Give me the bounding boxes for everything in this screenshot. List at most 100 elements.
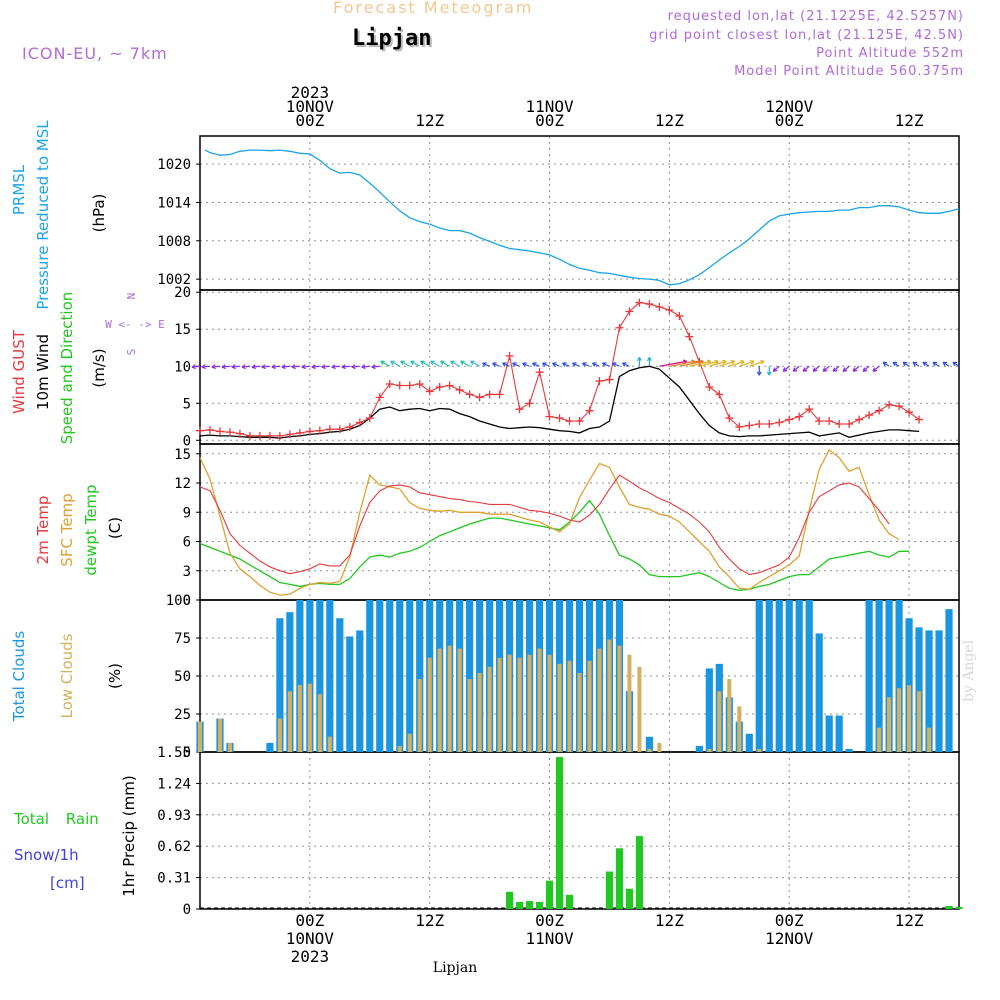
wind-gust-marker xyxy=(205,425,214,434)
rain-bar xyxy=(565,894,574,909)
sfc-temp-label: SFC Temp xyxy=(58,493,76,566)
wind-arrow-head xyxy=(756,371,762,376)
wind-arrow-head xyxy=(902,361,908,367)
y-tick-label: 0 xyxy=(183,593,191,609)
time-label-bottom: 00Z xyxy=(535,911,564,930)
total-cloud-bar xyxy=(945,609,953,752)
wind-arrow-head xyxy=(760,359,765,365)
y-tick-label: 1.55 xyxy=(157,745,191,761)
wind-arrow-head xyxy=(341,364,346,370)
wind-direction-arrow xyxy=(191,365,201,368)
wind-arrow-head xyxy=(492,362,497,367)
temp-2m-label: 2m Temp xyxy=(34,496,52,565)
wind-direction-arrow xyxy=(532,362,540,367)
wind-gust-marker xyxy=(325,425,334,434)
wind-direction-arrow xyxy=(512,362,520,367)
point-altitude: Point Altitude 552m xyxy=(816,46,964,61)
total-cloud-bar xyxy=(885,600,893,752)
wind-gust-marker xyxy=(425,387,434,396)
time-label-top: 12Z xyxy=(415,111,444,130)
wind-direction-arrow xyxy=(482,362,490,367)
wind-direction-arrow xyxy=(321,365,330,368)
total-cloud-bar xyxy=(406,600,414,752)
wind-arrow-head xyxy=(512,362,517,367)
y-tick-label: 0.93 xyxy=(157,808,191,824)
wind-direction-arrow xyxy=(361,365,370,368)
wind-direction-arrow xyxy=(341,365,350,368)
low-cloud-bar xyxy=(287,691,292,752)
wind-arrow-head xyxy=(281,364,286,370)
rain-bar xyxy=(535,901,544,909)
wind-gust-marker xyxy=(885,400,894,409)
compass-n: N xyxy=(125,293,138,300)
wind-gust-marker xyxy=(865,411,874,420)
wind-arrow-head xyxy=(371,364,376,370)
low-cloud-bar xyxy=(317,694,322,752)
wind-gust-marker xyxy=(385,380,394,389)
wind-gust-marker xyxy=(815,417,824,426)
temp-unit: (C) xyxy=(106,517,124,539)
y-tick-label: 0 xyxy=(183,902,191,918)
wind-direction-arrow xyxy=(872,365,880,372)
wind-direction-arrow xyxy=(231,365,241,368)
wind-gust-marker xyxy=(725,414,734,423)
wind-direction-arrow xyxy=(709,360,727,367)
wind-direction-arrow xyxy=(201,365,211,368)
y-tick-label: 25 xyxy=(174,707,191,723)
y-tick-label: 0 xyxy=(183,745,191,761)
y-tick-label: 10 xyxy=(174,359,191,375)
wind-arrow-head xyxy=(782,367,788,372)
wind-direction-arrow xyxy=(862,365,870,372)
low-cloud-bar xyxy=(527,654,532,752)
wind-gust-marker xyxy=(575,417,584,426)
low-cloud-bar xyxy=(717,691,722,752)
rain-bar xyxy=(945,905,953,909)
wind-gust-marker xyxy=(345,422,354,431)
wind-gust-marker xyxy=(295,428,304,437)
wind-gust-marker xyxy=(735,422,744,431)
wind-direction-arrow xyxy=(450,360,460,367)
wind-arrow-head xyxy=(852,367,858,372)
low-cloud-bar xyxy=(617,645,622,752)
footer-location: Lipjan xyxy=(433,960,477,976)
wind-arrow-head xyxy=(191,364,196,370)
wind-gust-marker xyxy=(745,421,754,430)
wind-arrow-head xyxy=(301,364,306,370)
wind-arrow-head xyxy=(271,364,276,370)
total-clouds-label: Total Clouds xyxy=(10,631,28,723)
total-cloud-bar xyxy=(895,600,903,752)
total-cloud-bar xyxy=(755,600,763,752)
low-clouds-label: Low Clouds xyxy=(58,633,76,718)
total-cloud-bar xyxy=(815,633,823,752)
wind-direction-arrow xyxy=(659,360,687,367)
wind-gust-marker xyxy=(625,307,634,316)
wind-gust-marker xyxy=(355,418,364,427)
wind-gust-marker xyxy=(605,375,614,384)
wind-arrow-head xyxy=(241,364,246,370)
wind-gust-marker xyxy=(315,426,324,435)
pressure-unit: (hPa) xyxy=(90,194,108,233)
wind-arrow-head xyxy=(261,364,266,370)
wind-direction-arrow xyxy=(380,360,391,367)
wind-gust-marker xyxy=(495,390,504,399)
wind-arrow-head xyxy=(922,361,928,367)
dewpoint-line xyxy=(199,499,910,591)
total-cloud-bar xyxy=(805,600,813,752)
wind-direction-arrow xyxy=(679,360,704,367)
y-tick-label: 6 xyxy=(183,535,191,551)
total-cloud-bar xyxy=(396,600,404,752)
wind-gust-marker xyxy=(515,405,524,414)
y-tick-label: 0 xyxy=(183,433,191,449)
precip-unit: 1hr Precip (mm) xyxy=(120,775,138,896)
wind-direction-arrow xyxy=(792,365,800,372)
rain-bar xyxy=(615,848,624,909)
wind-direction-arrow xyxy=(301,365,310,368)
total-cloud-bar xyxy=(286,612,294,752)
wind-gust-marker xyxy=(835,420,844,429)
wind-direction-arrow xyxy=(251,365,260,368)
wind-direction-arrow xyxy=(410,360,421,367)
wind-gust-marker xyxy=(635,298,644,307)
wind-gust-marker xyxy=(615,323,624,332)
wind-arrow-head xyxy=(592,362,597,367)
wind-arrow-head xyxy=(390,360,395,365)
